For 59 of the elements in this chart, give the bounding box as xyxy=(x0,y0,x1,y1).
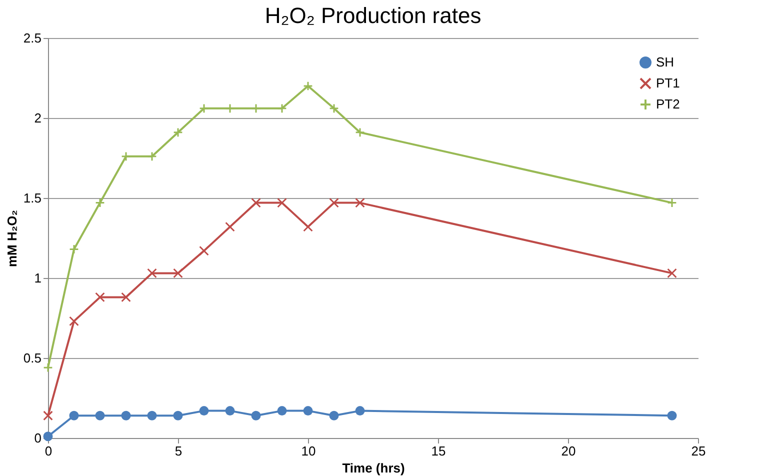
point xyxy=(69,316,79,326)
x-axis-title: Time (hrs) xyxy=(342,460,405,476)
x-tick-label: 5 xyxy=(174,444,182,458)
point xyxy=(69,244,79,254)
point xyxy=(199,246,209,256)
point xyxy=(225,222,235,232)
point xyxy=(667,268,677,278)
point xyxy=(121,410,131,420)
x-tick-label: 15 xyxy=(431,444,446,458)
point xyxy=(199,103,209,114)
point xyxy=(251,410,261,420)
point xyxy=(355,406,365,416)
point xyxy=(303,81,313,91)
legend-label: SH xyxy=(656,54,674,70)
y-tick-label: 2.5 xyxy=(23,30,42,46)
legend-label: PT2 xyxy=(656,96,680,112)
point xyxy=(147,410,157,420)
point xyxy=(147,268,157,278)
point xyxy=(147,151,157,162)
x-tick-label: 10 xyxy=(301,444,316,458)
point xyxy=(173,268,183,278)
point xyxy=(303,222,313,232)
point xyxy=(251,103,261,114)
point xyxy=(95,198,105,208)
point xyxy=(95,292,105,302)
point xyxy=(667,198,677,208)
point xyxy=(355,127,365,138)
x-tick-label: 25 xyxy=(691,444,706,458)
point xyxy=(329,103,339,114)
x-tick-label: 20 xyxy=(561,444,576,458)
point xyxy=(173,127,183,138)
y-tick-label: 0 xyxy=(34,430,42,446)
point xyxy=(43,362,53,373)
point xyxy=(199,406,209,416)
point xyxy=(225,406,235,416)
point xyxy=(251,198,261,208)
point xyxy=(277,103,287,114)
y-axis-title: mM H₂O₂ xyxy=(4,210,20,268)
point xyxy=(121,151,131,162)
y-tick-label: 1.5 xyxy=(23,190,42,206)
point xyxy=(329,198,339,208)
point xyxy=(277,406,287,416)
point xyxy=(173,410,183,420)
point xyxy=(355,198,365,208)
point xyxy=(95,410,105,420)
x-tick-label: 0 xyxy=(44,444,52,458)
point xyxy=(121,292,131,302)
chart-title: H₂O₂ Production rates xyxy=(264,3,482,28)
point xyxy=(303,406,313,416)
point xyxy=(69,410,79,420)
point xyxy=(667,410,677,420)
point xyxy=(329,410,339,420)
point xyxy=(225,103,235,114)
legend-label: PT1 xyxy=(656,76,680,90)
point xyxy=(43,410,53,421)
y-tick-label: 0.5 xyxy=(23,350,42,366)
y-tick-label: 2 xyxy=(34,110,42,126)
point xyxy=(277,198,287,208)
y-tick-label: 1 xyxy=(34,270,42,286)
